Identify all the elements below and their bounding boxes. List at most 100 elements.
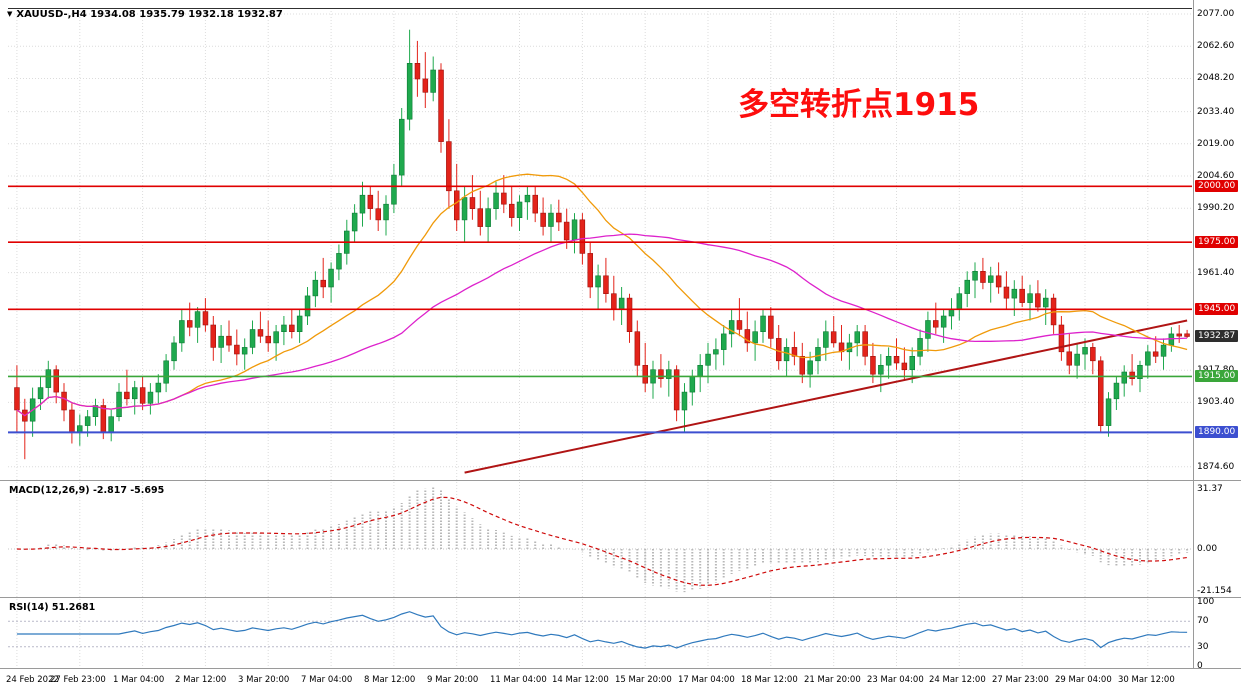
candlesticks	[14, 29, 1190, 460]
candle	[556, 199, 562, 231]
chart-annotation-text: 多空转折点1915	[738, 87, 980, 123]
candle	[1003, 271, 1010, 310]
candle	[1050, 293, 1057, 334]
candle	[336, 244, 342, 281]
candle	[29, 387, 36, 437]
candle	[1129, 354, 1135, 386]
candle	[296, 309, 303, 343]
candle	[1105, 392, 1112, 437]
time-label: 17 Mar 04:00	[678, 675, 735, 685]
candle	[61, 383, 67, 422]
candle	[116, 383, 122, 422]
candle	[179, 309, 185, 352]
price-tick: 1874.60	[1197, 462, 1235, 472]
candle	[1074, 342, 1080, 379]
candle	[359, 181, 366, 227]
candle	[689, 369, 696, 406]
candle	[304, 287, 311, 325]
price-tick: 2019.00	[1197, 139, 1235, 149]
candle	[155, 374, 162, 404]
price-tick: 2004.60	[1197, 171, 1235, 181]
time-label: 1 Mar 04:00	[113, 675, 165, 685]
candle	[508, 186, 515, 227]
candle	[312, 271, 319, 308]
candle	[673, 365, 680, 422]
candle	[1090, 342, 1096, 375]
candle	[194, 307, 201, 343]
candle	[351, 204, 358, 243]
rsi-line	[16, 611, 1188, 649]
price-axis[interactable]: 2077.00 2062.60 2048.20 2033.40 2019.00 2004.…	[1194, 0, 1241, 668]
candle	[901, 347, 908, 381]
price-tag-1932.87: 1932.87	[1195, 330, 1239, 342]
candle	[446, 119, 452, 209]
candle	[124, 369, 130, 406]
rsi-value: 51.2681	[51, 602, 96, 613]
time-label: 27 Feb 23:00	[50, 675, 106, 685]
candle	[980, 257, 986, 290]
candle	[736, 298, 743, 337]
candle	[289, 309, 295, 339]
trendline[interactable]	[464, 319, 1188, 474]
candle	[516, 195, 523, 231]
candle	[987, 266, 994, 303]
symbol-dropdown-icon[interactable]: ▼	[7, 10, 13, 18]
price-tick: 2062.60	[1197, 41, 1235, 51]
candle	[171, 336, 177, 370]
candle	[611, 275, 617, 321]
time-label: 23 Mar 04:00	[867, 675, 924, 685]
candle	[398, 108, 405, 187]
candle	[626, 293, 633, 343]
time-label: 9 Mar 20:00	[427, 675, 479, 685]
candle	[1027, 284, 1033, 321]
macd-values: -2.817 -5.695	[92, 485, 165, 496]
candle	[1035, 280, 1041, 312]
time-axis[interactable]: 24 Feb 2022 27 Feb 23:00 1 Mar 04:00 2 Mar …	[0, 674, 1241, 692]
candle	[587, 242, 593, 299]
candle	[932, 302, 939, 334]
time-label: 27 Mar 23:00	[992, 675, 1049, 685]
candle	[768, 307, 774, 348]
time-label: 8 Mar 12:00	[364, 675, 416, 685]
candle	[226, 320, 232, 352]
candle	[234, 329, 240, 366]
price-tick: 1903.40	[1197, 397, 1235, 407]
price-tick: 2033.40	[1197, 107, 1235, 117]
candle	[571, 213, 578, 254]
candle	[485, 197, 491, 243]
candle	[391, 163, 397, 214]
price-tag-1915.00: 1915.00	[1195, 370, 1239, 382]
candle	[917, 329, 923, 366]
price-tick: 1961.40	[1197, 268, 1235, 278]
candle	[775, 325, 782, 370]
candle	[147, 383, 154, 415]
candle	[1184, 329, 1190, 338]
candle	[1019, 275, 1025, 308]
price-tag-1975.00: 1975.00	[1195, 236, 1239, 248]
candle	[92, 398, 99, 426]
time-label: 3 Mar 20:00	[238, 675, 290, 685]
rsi-label: RSI(14) 51.2681	[9, 602, 95, 613]
candle	[878, 354, 884, 393]
candle	[501, 175, 507, 214]
candle	[22, 398, 28, 460]
candle	[69, 403, 75, 444]
time-label: 21 Mar 20:00	[804, 675, 861, 685]
candle	[383, 195, 389, 236]
price-tick: 2077.00	[1197, 9, 1235, 19]
candle	[1113, 376, 1120, 410]
candle	[45, 360, 52, 399]
candle	[132, 380, 138, 415]
candle	[375, 190, 381, 231]
candle	[854, 325, 860, 357]
candle	[720, 325, 727, 366]
price-tag-1945.00: 1945.00	[1195, 303, 1239, 315]
candle	[257, 311, 264, 343]
price-tag-2000.00: 2000.00	[1195, 180, 1239, 192]
candle	[273, 325, 279, 361]
time-label: 15 Mar 20:00	[615, 675, 672, 685]
time-label: 24 Mar 12:00	[929, 675, 986, 685]
candle	[1121, 365, 1128, 397]
